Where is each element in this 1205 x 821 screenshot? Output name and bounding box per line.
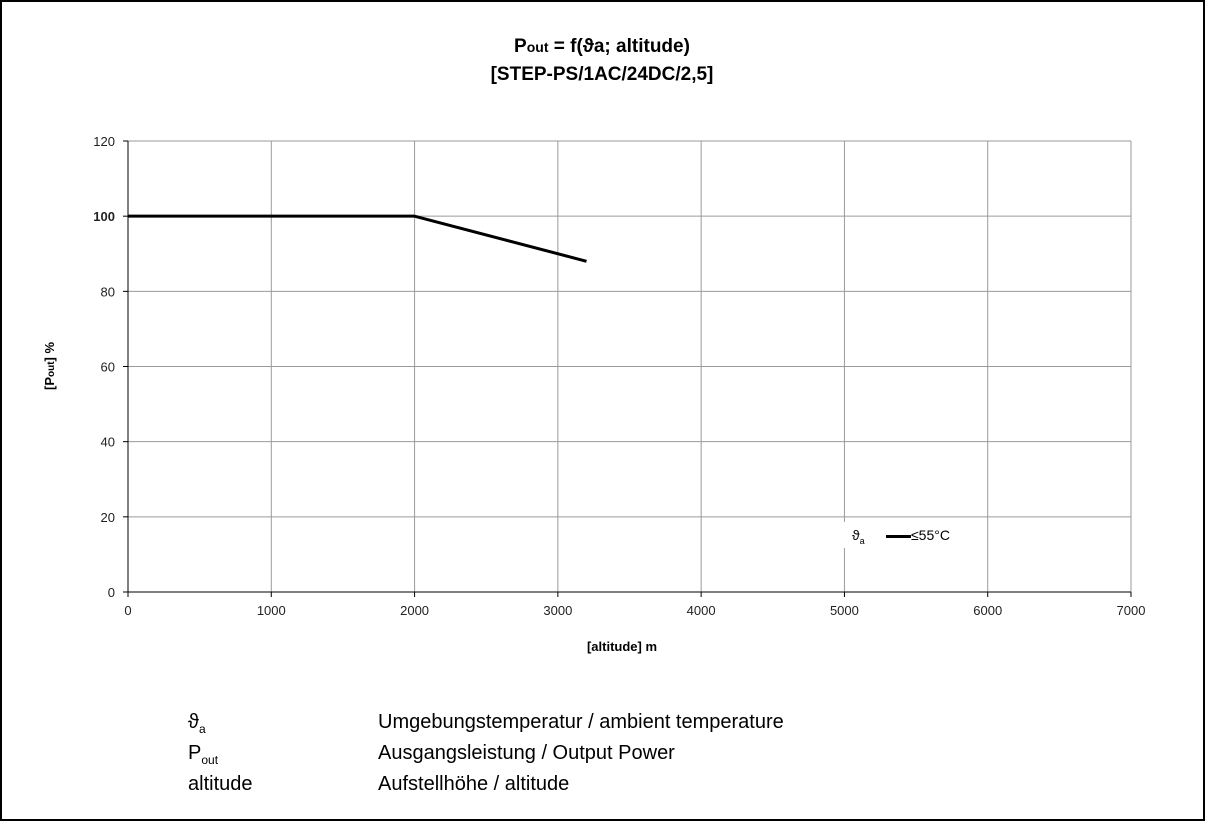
note-row: Pout Ausgangsleistung / Output Power <box>188 741 784 772</box>
x-tick-label: 0 <box>124 603 131 618</box>
note-symbol: altitude <box>188 773 253 795</box>
y-tick-label: 80 <box>101 284 115 299</box>
note-text: Umgebungstemperatur / ambient temperatur… <box>378 711 784 733</box>
series-line <box>128 214 587 263</box>
legend <box>840 522 983 548</box>
note-text: Aufstellhöhe / altitude <box>378 773 570 795</box>
y-tick-label: 60 <box>101 360 115 375</box>
x-tick-label: 3000 <box>543 603 572 618</box>
note-symbol: Pout <box>188 742 219 767</box>
y-tick-label: 100 <box>93 209 115 224</box>
chart-title-line2: [STEP-PS/1AC/24DC/2,5] <box>491 64 714 85</box>
tick-labels: 0 1000 2000 3000 4000 5000 6000 7000 0 20 40 60 80 10… <box>93 134 1145 618</box>
note-symbol: ϑa <box>188 711 206 736</box>
notes: ϑa Umgebungstemperatur / ambient tempera… <box>188 710 784 803</box>
x-tick-label: 1000 <box>257 603 286 618</box>
note-text: Ausgangsleistung / Output Power <box>378 742 675 764</box>
x-axis-label: [altitude] m <box>587 639 657 654</box>
x-tick-label: 5000 <box>830 603 859 618</box>
y-axis-label: [Pout] % <box>42 342 57 390</box>
chart-title-line1: Pout = f(ϑa; altitude) <box>514 36 690 57</box>
note-row: ϑa Umgebungstemperatur / ambient tempera… <box>188 710 784 741</box>
legend-line-swatch <box>886 535 911 538</box>
x-tick-label: 7000 <box>1117 603 1146 618</box>
y-tick-label: 120 <box>93 134 115 149</box>
legend-symbol: ϑa <box>852 527 865 546</box>
legend-label: ≤55°C <box>911 527 950 543</box>
y-tick-label: 40 <box>101 435 115 450</box>
y-tick-label: 0 <box>108 585 115 600</box>
y-tick-label: 20 <box>101 510 115 525</box>
x-tick-label: 4000 <box>687 603 716 618</box>
note-row: altitude Aufstellhöhe / altitude <box>188 772 784 803</box>
x-tick-label: 6000 <box>973 603 1002 618</box>
series-lines <box>128 214 587 263</box>
x-tick-label: 2000 <box>400 603 429 618</box>
